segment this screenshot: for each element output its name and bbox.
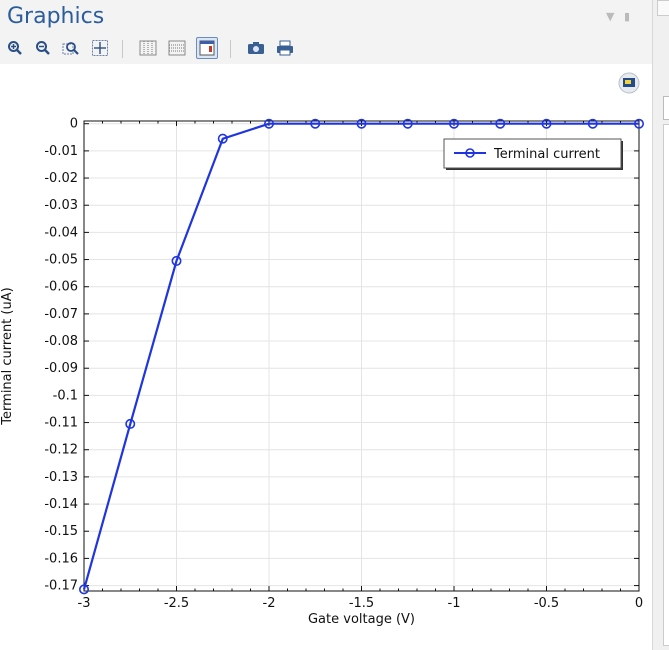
x-tick-label: -2.5 — [164, 596, 189, 611]
y-tick-label: -0.15 — [44, 524, 78, 539]
dropdown-arrow-icon[interactable]: ▼ — [605, 10, 615, 23]
data-point — [541, 118, 552, 129]
right-panel-edge — [652, 0, 669, 650]
y-tick-label: -0.13 — [44, 470, 78, 485]
y-tick-label: -0.08 — [44, 334, 78, 349]
y-tick-label: -0.04 — [44, 225, 78, 240]
series-line — [82, 122, 639, 590]
x-tick-label: -1 — [448, 596, 461, 611]
camera-icon[interactable] — [245, 37, 267, 59]
x-axis-label: Gate voltage (V) — [308, 612, 415, 627]
legend: Terminal current — [443, 138, 623, 170]
y-tick-label: -0.03 — [44, 198, 78, 213]
data-point — [171, 255, 182, 266]
data-point — [402, 118, 413, 129]
y-tick-label: -0.06 — [44, 280, 78, 295]
x-tick-label: -3 — [78, 596, 91, 611]
zoom-extents-icon[interactable] — [89, 37, 111, 59]
graphics-toolbar — [0, 34, 652, 64]
plot-area: -3 -2.5 -2 -1.5 -1 -0.5 0 0 -0.01 -0.02 -0.03 -0.04… — [0, 117, 644, 627]
data-point — [633, 118, 644, 129]
x-tick-label: -0.5 — [534, 596, 559, 611]
y-tick-label: -0.07 — [44, 307, 78, 322]
x-tick-label: -2 — [263, 596, 276, 611]
zoom-in-icon[interactable] — [4, 37, 26, 59]
grid-lines — [83, 121, 640, 591]
legend-entry: Terminal current — [493, 147, 600, 162]
data-point — [125, 418, 136, 429]
y-tick-label: -0.17 — [44, 579, 78, 594]
y-tick-label: -0.12 — [44, 443, 78, 458]
series-layer — [79, 118, 644, 595]
data-point — [587, 118, 598, 129]
y-tick-label: -0.09 — [44, 361, 78, 376]
y-tick-label: -0.1 — [53, 388, 78, 403]
grid-vertical-icon[interactable] — [137, 37, 159, 59]
data-point — [263, 118, 274, 129]
y-axis-label: Terminal current (uA) — [0, 287, 15, 425]
x-tick-label: 0 — [635, 596, 643, 611]
axis-ticks: -3 -2.5 -2 -1.5 -1 -0.5 0 0 -0.01 -0.02 -0.03 -0.04… — [44, 117, 643, 611]
scene-light-icon[interactable] — [618, 72, 640, 94]
data-point — [217, 133, 228, 144]
graphics-title-bar: Graphics ▼ ▮ — [0, 0, 652, 34]
data-point — [356, 118, 367, 129]
window-controls: ▼ ▮ — [600, 10, 630, 23]
data-point — [448, 118, 459, 129]
print-icon[interactable] — [274, 37, 296, 59]
data-point — [310, 118, 321, 129]
y-tick-label: -0.02 — [44, 171, 78, 186]
y-tick-label: -0.14 — [44, 497, 78, 512]
pin-icon[interactable]: ▮ — [623, 10, 630, 23]
y-tick-label: -0.05 — [44, 253, 78, 268]
grid-horizontal-icon[interactable] — [166, 37, 188, 59]
x-tick-label: -1.5 — [349, 596, 374, 611]
y-tick-label: -0.11 — [44, 416, 78, 431]
zoom-box-icon[interactable] — [60, 37, 82, 59]
legend-toggle-icon[interactable] — [196, 37, 218, 59]
y-tick-label: -0.16 — [44, 551, 78, 566]
data-point — [79, 584, 90, 595]
y-tick-label: 0 — [70, 117, 78, 132]
y-tick-label: -0.01 — [44, 144, 78, 159]
zoom-out-icon[interactable] — [32, 37, 54, 59]
data-point — [495, 118, 506, 129]
side-scroll-handle[interactable] — [663, 96, 669, 120]
window-title: Graphics — [7, 4, 105, 29]
